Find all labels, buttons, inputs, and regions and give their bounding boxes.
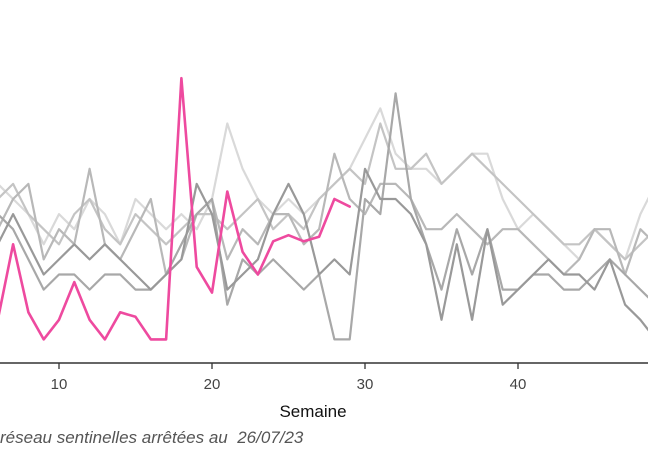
x-tick-label: 30	[357, 376, 374, 393]
series-line-4	[0, 92, 648, 341]
series-line-highlight	[0, 76, 352, 341]
series-line-2	[0, 122, 648, 261]
x-tick-label: 20	[204, 376, 221, 393]
x-tick-label: 10	[51, 376, 68, 393]
series-layer	[0, 76, 648, 341]
source-caption: réseau sentinelles arrêtées au 26/07/23	[0, 428, 648, 448]
x-tick-label: 40	[510, 376, 527, 393]
caption-spacer	[228, 428, 237, 447]
caption-date: 26/07/23	[237, 428, 304, 447]
caption-text: réseau sentinelles arrêtées au	[0, 428, 228, 447]
x-axis-title: Semaine	[279, 402, 346, 421]
x-axis-ticks: 10 20 30 40	[51, 363, 527, 393]
series-line-1	[0, 107, 648, 261]
series-line-5	[0, 167, 648, 332]
